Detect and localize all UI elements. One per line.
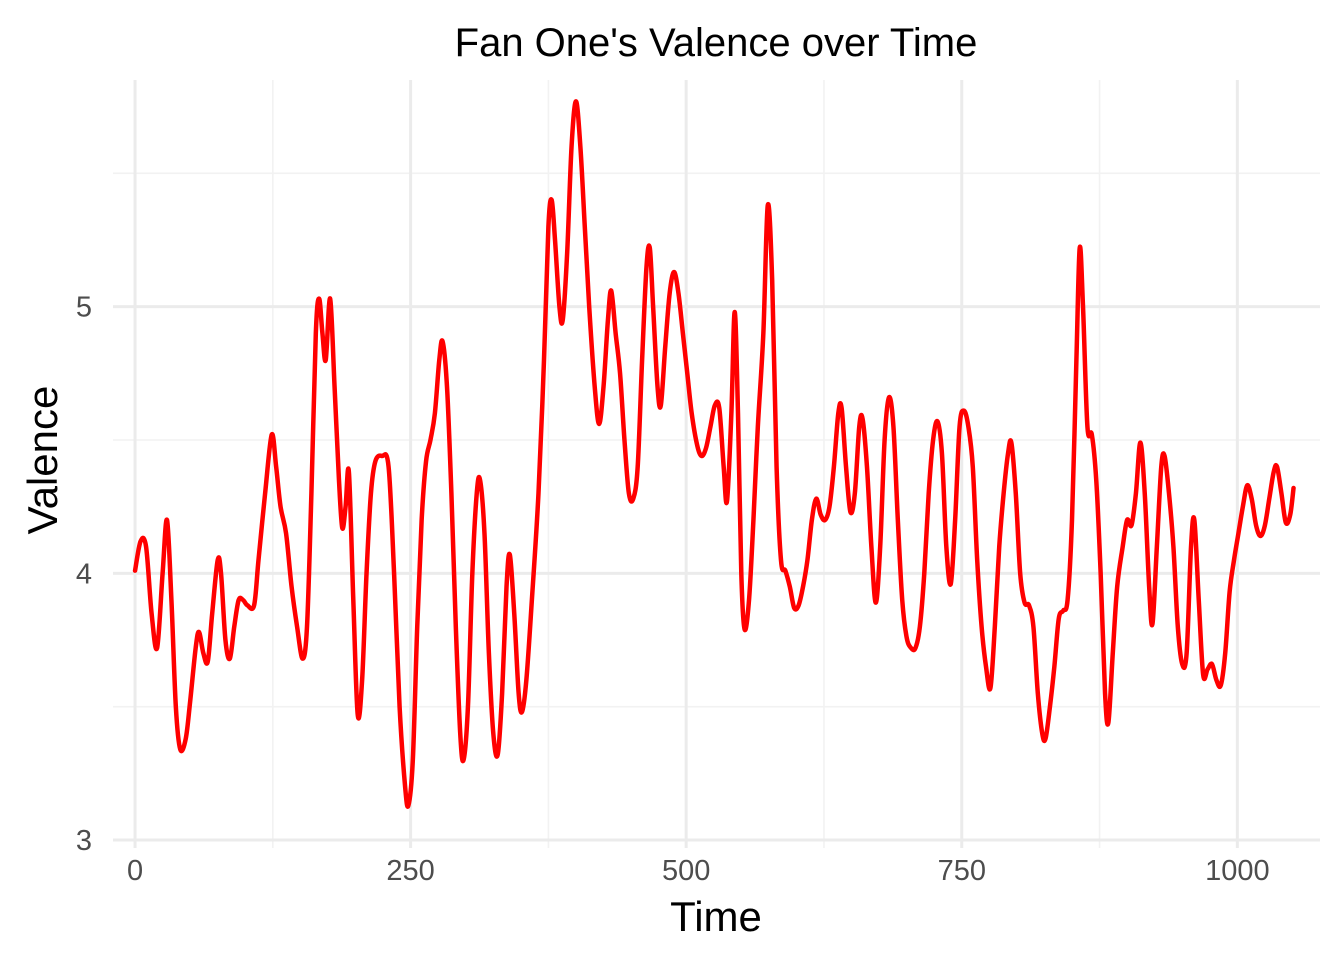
- y-tick-label: 4: [76, 558, 92, 590]
- x-axis-title: Time: [670, 893, 762, 940]
- y-axis-title: Valence: [19, 386, 66, 535]
- x-tick-label: 1000: [1205, 855, 1270, 887]
- chart-title: Fan One's Valence over Time: [455, 21, 978, 65]
- x-axis-tick-labels: 0 250 500 750 1000: [127, 855, 1270, 887]
- valence-series-line: [132, 99, 1296, 809]
- x-tick-label: 750: [938, 855, 986, 887]
- x-tick-label: 500: [662, 855, 710, 887]
- x-tick-label: 0: [127, 855, 143, 887]
- series-group: [132, 99, 1296, 809]
- y-tick-label: 5: [76, 292, 92, 324]
- x-tick-label: 250: [386, 855, 434, 887]
- y-axis-tick-labels: 3 4 5: [76, 292, 92, 857]
- y-tick-label: 3: [76, 825, 92, 857]
